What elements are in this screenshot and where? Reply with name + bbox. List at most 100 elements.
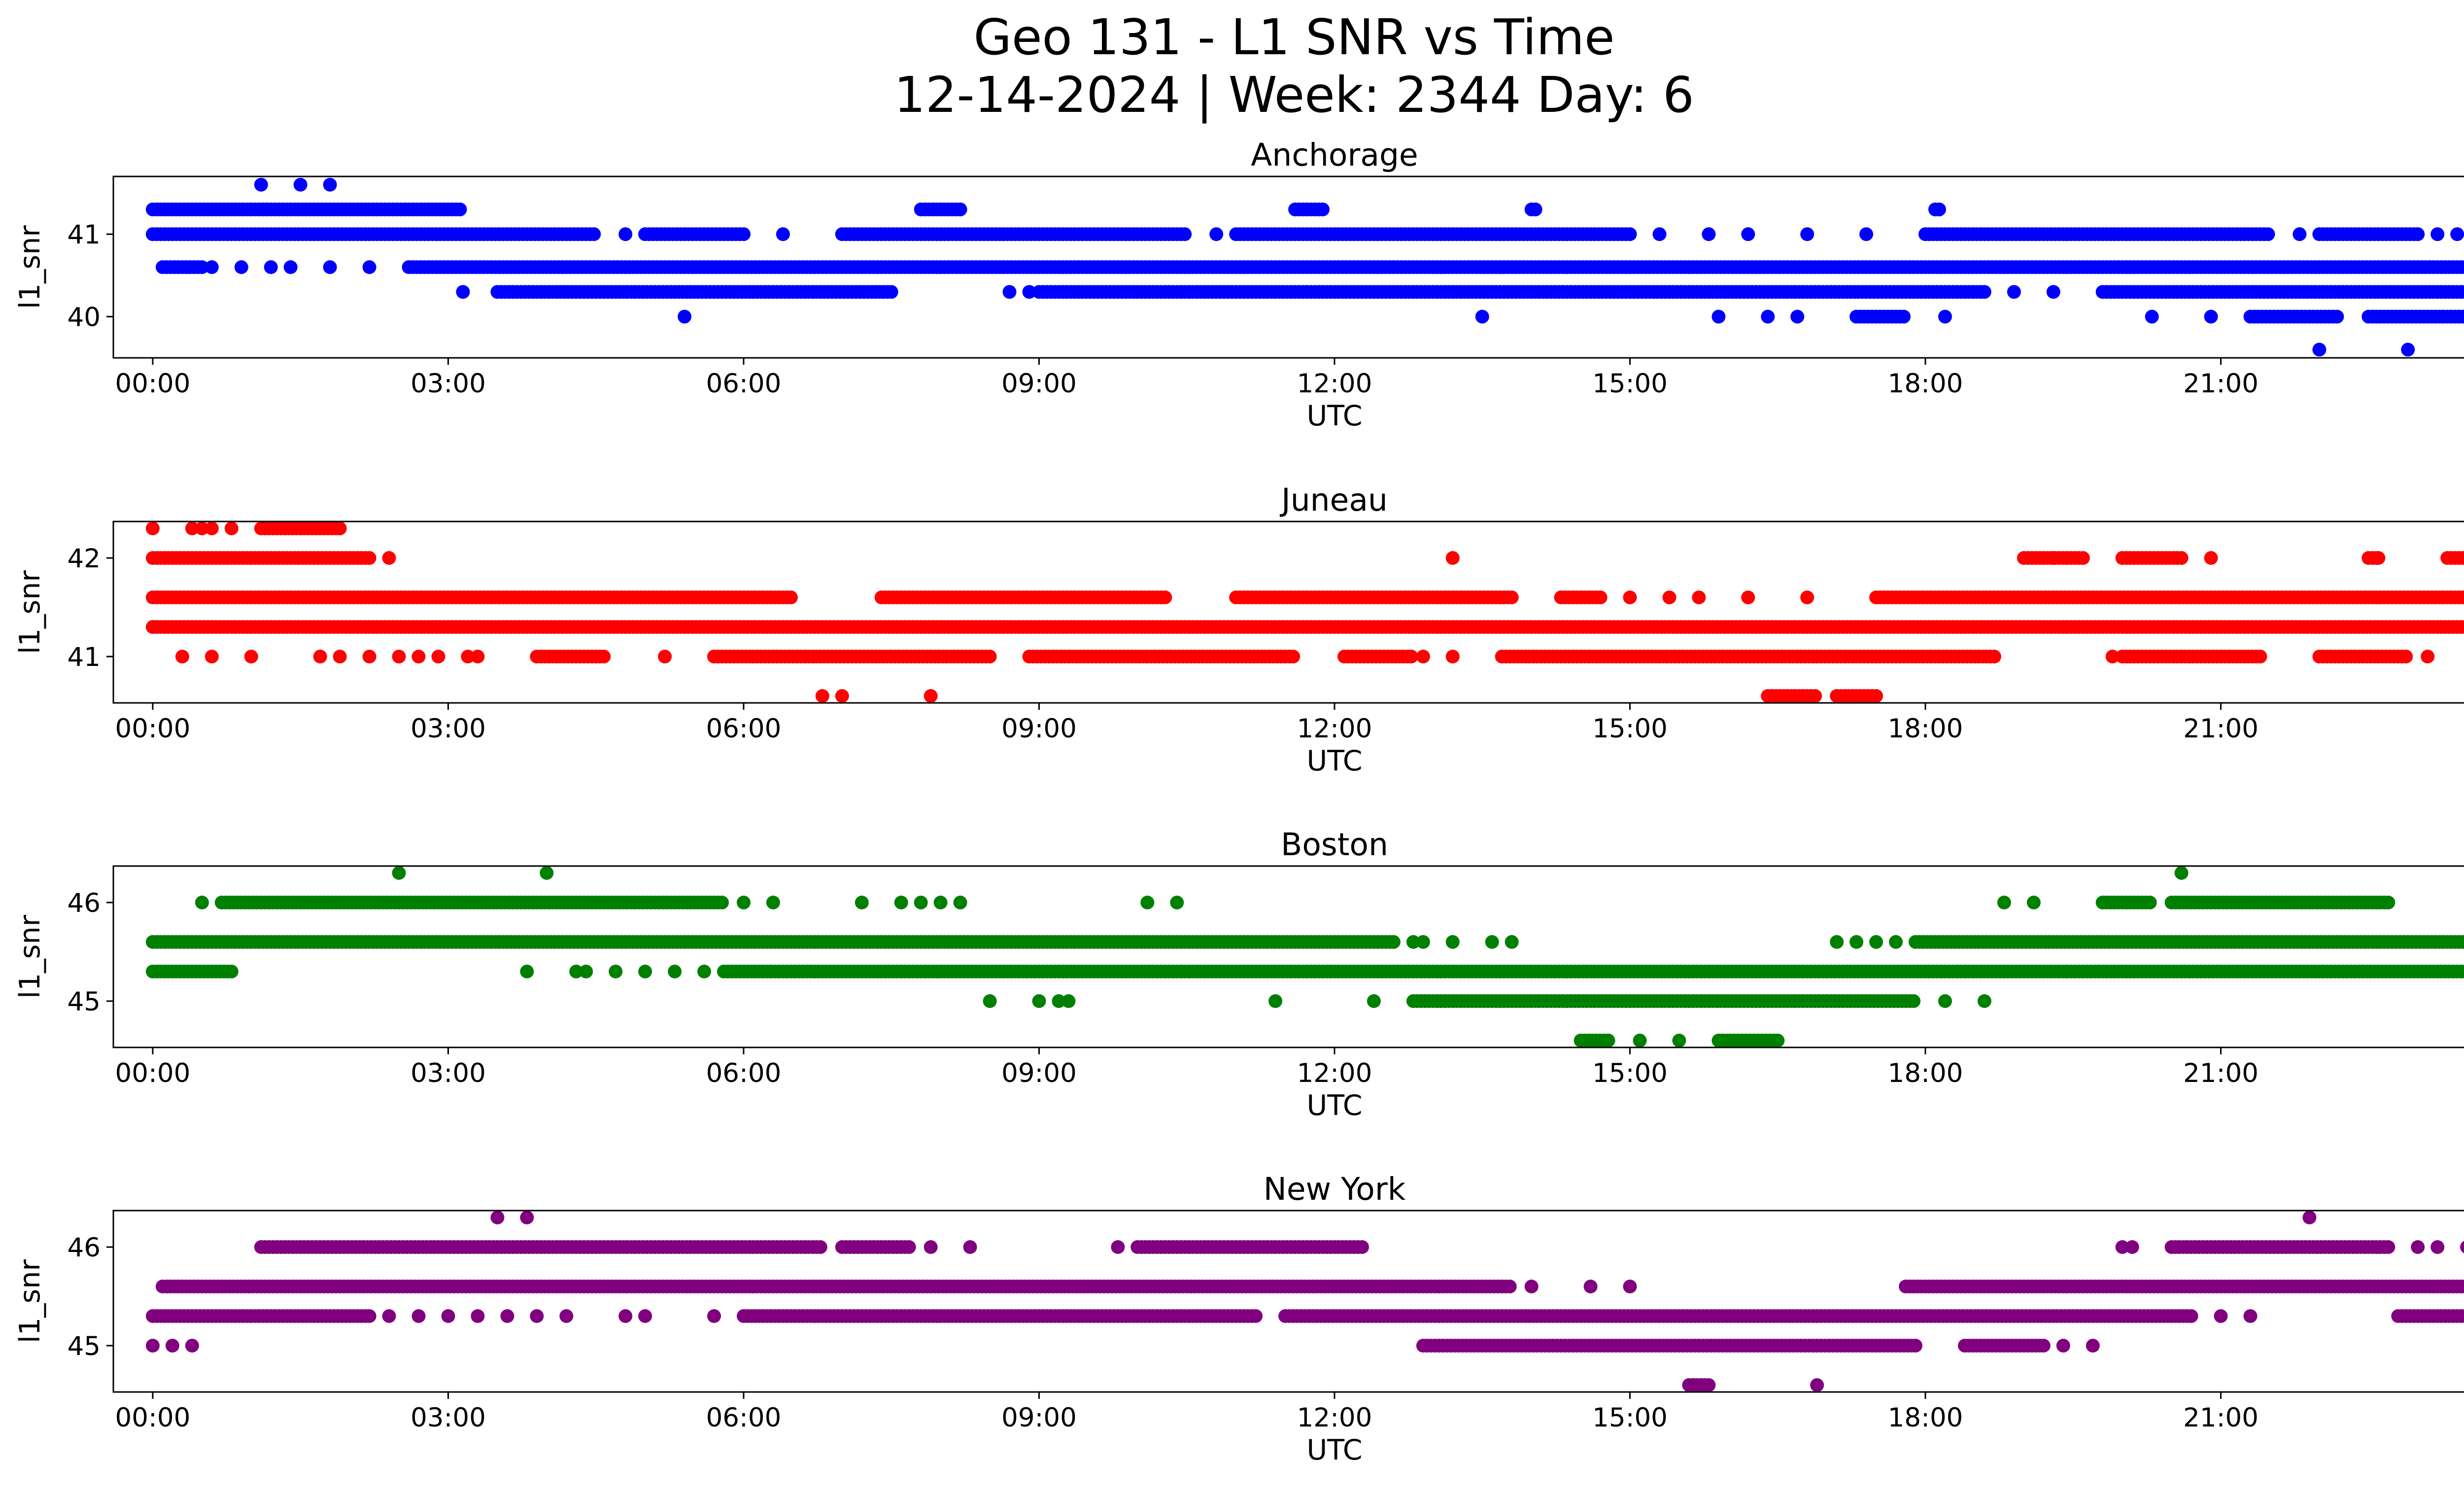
y-tick-label: 41 [68,220,101,250]
data-point [283,260,298,274]
data-point [1404,650,1418,663]
data-point [924,689,938,703]
data-point [1771,1034,1785,1047]
data-point [1445,935,1460,949]
data-point [234,260,248,274]
data-point [195,896,209,909]
data-point [1761,310,1775,324]
panel-title-boston: Boston [1281,827,1388,863]
data-point [835,689,849,703]
x-tick-label: 00:00 [115,1058,191,1088]
y-tick-label: 46 [68,888,101,918]
data-point [1475,310,1489,324]
data-point [2046,285,2060,299]
x-tick-label: 15:00 [1592,714,1668,744]
data-point [392,650,406,663]
data-point [1485,935,1499,949]
data-point [697,965,711,978]
data-point [2174,551,2189,565]
data-point [2450,227,2464,242]
data-point [2105,650,2120,663]
data-point [1505,591,1519,604]
data-point [1367,994,1381,1008]
x-tick-label: 06:00 [706,369,782,399]
data-point [1002,285,1017,299]
data-point [2421,650,2435,663]
data-point [1711,310,1726,324]
data-point [1741,227,1755,242]
data-point [658,650,672,663]
data-point [1830,935,1844,949]
data-point [587,227,601,242]
data-point [1316,202,1330,216]
data-point [2371,551,2386,565]
data-point [244,650,258,663]
data-point [471,650,485,663]
data-point [2007,285,2021,299]
data-point [205,650,219,663]
data-point [1416,935,1430,949]
data-point [264,260,278,274]
y-axis-label: l1_snr [14,225,46,309]
data-point [2458,260,2464,274]
data-point [884,285,898,299]
y-tick-label: 42 [68,544,101,574]
x-tick-label: 15:00 [1592,1058,1668,1088]
data-point [1859,227,1874,242]
data-point [323,177,337,192]
data-point [362,551,376,565]
data-point [983,994,997,1008]
data-point [382,551,396,565]
data-point [1528,202,1542,216]
data-point [2381,1240,2396,1254]
data-point [293,177,308,192]
data-point [1158,591,1172,604]
data-point [1652,227,1667,242]
data-point [813,1240,827,1254]
data-point [362,260,376,274]
data-point [1445,650,1460,663]
data-point [2026,896,2041,909]
data-point [737,896,751,909]
data-point [195,260,209,274]
x-tick-label: 00:00 [115,714,191,744]
data-point [914,896,928,909]
data-point [1593,591,1608,604]
data-point [1355,1240,1369,1254]
data-point [1386,935,1401,949]
x-tick-label: 18:00 [1888,714,1963,744]
data-point [1938,994,1952,1008]
data-point [1702,227,1716,242]
figure-title-line2: 12-14-2024 | Week: 2344 Day: 6 [894,66,1694,124]
data-point [1741,591,1755,604]
data-point [1897,310,1911,324]
data-point [1633,1034,1647,1047]
data-point [1977,285,1991,299]
x-tick-label: 18:00 [1888,369,1963,399]
data-point [1623,227,1637,242]
data-point [609,965,623,978]
data-point [784,591,798,604]
data-point [933,896,948,909]
data-point [1601,1034,1615,1047]
data-point [205,260,219,274]
x-tick-label: 06:00 [706,1058,782,1088]
data-point [2174,866,2189,880]
panel-title-juneau: Juneau [1279,482,1388,518]
y-axis-label: l1_snr [14,915,46,999]
data-point [1692,591,1706,604]
data-point [2399,650,2413,663]
panel-title-anchorage: Anchorage [1251,137,1418,173]
data-point [1849,935,1864,949]
data-point [678,310,692,324]
points-anchorage [145,177,2464,357]
data-point [1170,896,1184,909]
data-point [1032,994,1046,1008]
data-point [145,522,160,535]
data-point [766,896,780,909]
data-point [1997,896,2011,909]
data-point [638,965,652,978]
